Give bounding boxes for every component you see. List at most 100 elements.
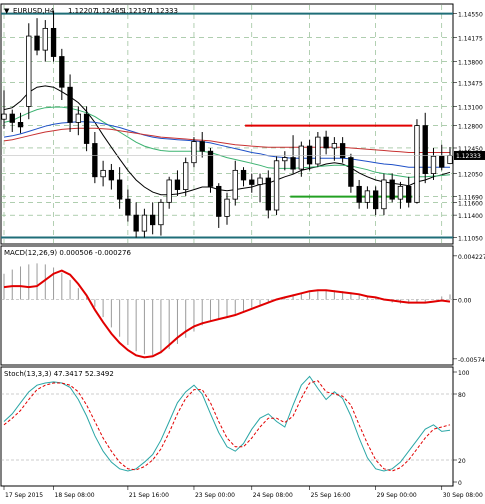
time-axis: 17 Sep 2015 18 Sep 08:00 21 Sep 16:00 23 Se… bbox=[3, 486, 483, 499]
candle-bullish bbox=[26, 35, 32, 107]
open-value: 1.12207 bbox=[68, 7, 97, 15]
candle-bullish bbox=[331, 143, 338, 149]
time-axis-label: 21 Sep 16:00 bbox=[129, 492, 169, 499]
candle-bullish bbox=[414, 125, 420, 203]
time-axis-label: 30 Sep 08:00 bbox=[443, 492, 483, 499]
candle-bullish bbox=[257, 177, 263, 185]
price-axis-label: 1.11050 bbox=[458, 236, 483, 243]
stoch-pane-border bbox=[0, 366, 454, 487]
stoch-axis-label: 20 bbox=[458, 458, 466, 465]
candle-bearish bbox=[9, 113, 15, 123]
macd-signal-line bbox=[3, 269, 451, 359]
stoch-axis-labels: 100 80 20 0 bbox=[453, 370, 470, 487]
moving-average-line bbox=[3, 85, 451, 196]
candle-bearish bbox=[50, 27, 57, 57]
stoch-pane: 100 80 20 0 Stoch(13,3,3) 47.3417 52.3492 bbox=[0, 366, 470, 487]
candle-bearish bbox=[34, 35, 40, 51]
stoch-axis-label: 100 bbox=[458, 370, 470, 377]
price-axis-label: 1.11400 bbox=[458, 213, 483, 220]
candle-bullish bbox=[282, 157, 288, 162]
candle-bearish bbox=[372, 190, 379, 210]
candle-bullish bbox=[298, 145, 305, 170]
candle-bearish bbox=[174, 179, 181, 190]
price-axis-label: 1.13475 bbox=[458, 80, 483, 87]
candle-bullish bbox=[141, 214, 148, 232]
price-axis-label: 1.12050 bbox=[458, 172, 483, 179]
time-axis-label: 24 Sep 08:00 bbox=[253, 492, 293, 499]
candle-bearish bbox=[207, 150, 214, 187]
price-axis-label: 1.12450 bbox=[458, 146, 483, 153]
candle-bullish bbox=[397, 185, 404, 200]
close-value: 1.12333 bbox=[149, 7, 178, 15]
candle-bullish bbox=[1, 113, 7, 120]
candle-bullish bbox=[75, 113, 82, 123]
current-price-label: 1.12333 bbox=[456, 153, 481, 160]
time-axis-label: 18 Sep 08:00 bbox=[55, 492, 95, 499]
candle-bearish bbox=[306, 145, 313, 165]
macd-axis-labels: 0.004227 0.00 -0.005744 bbox=[453, 254, 485, 364]
candle-bullish bbox=[232, 169, 238, 200]
candle-bearish bbox=[149, 214, 156, 226]
candle-bullish bbox=[224, 198, 230, 217]
current-price-marker bbox=[454, 150, 485, 160]
candle-bullish bbox=[100, 169, 106, 178]
time-axis-label: 17 Sep 2015 bbox=[5, 492, 43, 499]
candles bbox=[1, 10, 453, 238]
time-axis-label: 25 Sep 16:00 bbox=[311, 492, 351, 499]
candle-bullish bbox=[430, 155, 437, 174]
price-axis-label: 1.11600 bbox=[458, 200, 483, 207]
candle-bearish bbox=[356, 185, 362, 203]
candle-bullish bbox=[447, 155, 453, 164]
price-axis-label: 1.13100 bbox=[458, 104, 483, 111]
candle-bearish bbox=[216, 185, 222, 217]
candle-bearish bbox=[67, 86, 73, 123]
candle-bearish bbox=[17, 122, 24, 128]
candle-bearish bbox=[133, 214, 139, 232]
candle-bullish bbox=[381, 179, 387, 210]
macd-pane: 0.004227 0.00 -0.005744 MACD(12,26,9) 0.00… bbox=[0, 245, 485, 366]
time-axis-label: 23 Sep 00:00 bbox=[195, 492, 235, 499]
main-pane-border bbox=[0, 3, 454, 245]
high-value: 1.12465 bbox=[95, 7, 124, 15]
price-axis-label: 1.11690 bbox=[458, 195, 483, 202]
candle-bullish bbox=[191, 141, 197, 164]
symbol-label: EURUSD,H4 bbox=[13, 7, 55, 15]
stoch-axis-label: 80 bbox=[458, 392, 466, 399]
stoch-main-line bbox=[3, 375, 451, 472]
macd-signal bbox=[3, 269, 451, 359]
candle-bearish bbox=[59, 56, 65, 88]
candle-bullish bbox=[315, 136, 321, 165]
candle-bearish bbox=[339, 143, 346, 158]
macd-axis-label: 0.00 bbox=[458, 298, 472, 305]
macd-axis-label: -0.005744 bbox=[458, 357, 485, 364]
macd-axis-label: 0.004227 bbox=[458, 254, 485, 261]
chart-header-dropdown-icon[interactable]: ▼ bbox=[4, 7, 10, 15]
candle-bearish bbox=[323, 136, 329, 149]
candle-bearish bbox=[92, 143, 98, 178]
candle-bearish bbox=[108, 169, 115, 181]
price-axis-label: 1.12800 bbox=[458, 124, 483, 131]
stoch-lines bbox=[3, 375, 451, 472]
macd-label: MACD(12,26,9) 0.000506 -0.000276 bbox=[4, 249, 131, 257]
price-axis-label: 1.14550 bbox=[458, 12, 483, 19]
stoch-axis-label: 0 bbox=[458, 480, 462, 487]
candle-bearish bbox=[348, 157, 354, 187]
candle-bullish bbox=[364, 190, 371, 203]
price-axis-labels: 1.14550 1.14175 1.13800 1.13475 1.13100 1.128… bbox=[1, 12, 485, 243]
macd-pane-border bbox=[0, 245, 454, 366]
candle-bearish bbox=[389, 179, 395, 200]
price-axis-label: 1.13800 bbox=[458, 60, 483, 67]
stoch-label: Stoch(13,3,3) 47.3417 52.3492 bbox=[4, 370, 114, 378]
candle-bearish bbox=[290, 157, 296, 170]
candle-bullish bbox=[166, 179, 172, 203]
chart-header: ▼ EURUSD,H4 1.12207 1.12465 1.12197 1.12… bbox=[4, 7, 178, 15]
candle-bullish bbox=[273, 160, 280, 211]
price-axis-label: 1.14175 bbox=[458, 36, 483, 43]
candle-bearish bbox=[199, 141, 205, 152]
candle-bearish bbox=[422, 125, 428, 174]
candle-bearish bbox=[83, 113, 90, 144]
candle-bullish bbox=[42, 27, 48, 51]
main-price-pane: 1.14550 1.14175 1.13800 1.13475 1.13100 1.128… bbox=[0, 3, 485, 245]
